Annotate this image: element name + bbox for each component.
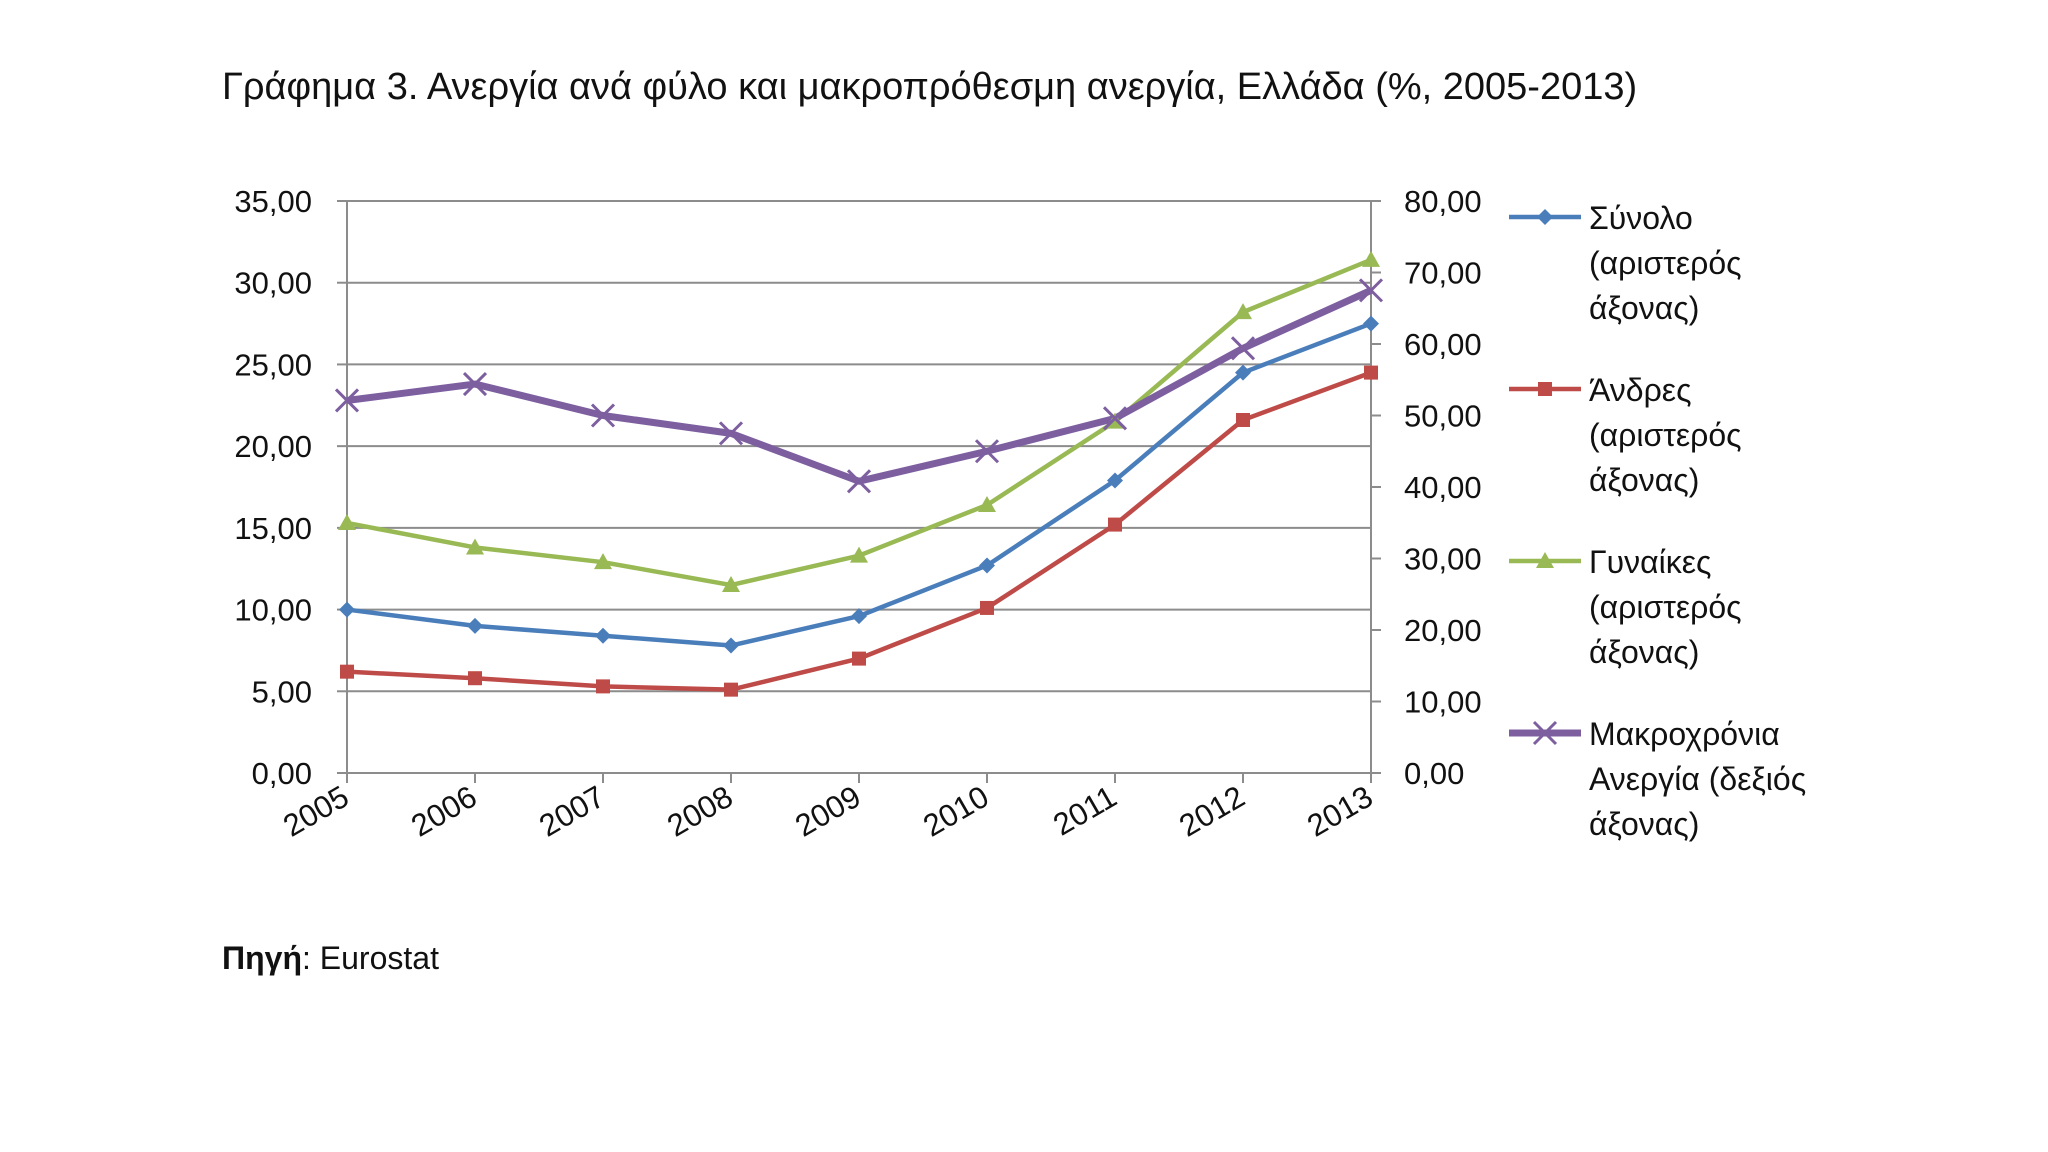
left-axis-tick-label: 35,00 — [234, 184, 312, 219]
data-point-x — [1358, 278, 1384, 303]
data-point-x — [974, 439, 1000, 464]
legend-marker — [1532, 720, 1558, 746]
data-point-square — [852, 651, 866, 666]
data-point-x — [1230, 336, 1256, 361]
x-axis-tick-label: 2008 — [661, 779, 738, 844]
series-line-2 — [346, 257, 1372, 588]
legend-marker — [1538, 382, 1552, 396]
legend-item: Σύνολο (αριστερός άξονας) — [1505, 196, 1925, 368]
series-lines — [346, 257, 1373, 692]
series-markers — [334, 250, 1384, 697]
x-axis-tick-label: 2007 — [533, 779, 610, 844]
data-point-diamond — [1363, 315, 1379, 332]
left-axis-tick-label: 15,00 — [234, 511, 312, 546]
legend-label: Μακροχρόνια Ανεργία (δεξιός άξονας) — [1589, 716, 1807, 842]
right-axis-tick-label: 50,00 — [1404, 399, 1482, 434]
series-line-3 — [346, 287, 1373, 485]
right-axis-tick-label: 20,00 — [1404, 613, 1482, 648]
data-point-triangle — [978, 495, 996, 512]
data-point-square — [724, 682, 738, 697]
data-point-x — [1102, 406, 1128, 431]
left-axis-tick-label: 25,00 — [234, 347, 312, 382]
data-point-x — [718, 421, 744, 446]
legend-swatch — [1509, 382, 1581, 396]
legend-swatch — [1509, 209, 1581, 225]
data-point-x — [846, 469, 872, 494]
data-point-diamond — [723, 637, 739, 654]
source-note: Πηγή: Eurostat — [222, 940, 439, 977]
series-line-1 — [346, 370, 1372, 692]
left-axis-tick-label: 10,00 — [234, 593, 312, 628]
data-point-square — [596, 679, 610, 694]
legend-item: Άνδρες (αριστερός άξονας) — [1505, 368, 1925, 540]
right-axis-tick-label: 30,00 — [1404, 542, 1482, 577]
legend-item: Γυναίκες (αριστερός άξονας) — [1505, 540, 1925, 712]
data-point-diamond — [595, 627, 611, 644]
data-point-diamond — [339, 601, 355, 618]
data-point-diamond — [467, 617, 483, 634]
source-label: Πηγή — [222, 940, 302, 976]
data-point-square — [468, 671, 482, 686]
data-point-diamond — [1107, 472, 1123, 489]
x-axis-tick-label: 2011 — [1047, 779, 1122, 843]
data-point-diamond — [851, 608, 867, 625]
x-axis-tick-label: 2009 — [789, 779, 866, 844]
data-point-triangle — [1362, 250, 1380, 267]
data-point-triangle — [850, 546, 868, 563]
x-axis-tick-label: 2013 — [1301, 779, 1378, 844]
legend-swatch — [1509, 552, 1581, 568]
legend-marker — [1536, 552, 1554, 568]
x-axis-tick-label: 2012 — [1173, 779, 1250, 844]
data-point-triangle — [594, 553, 612, 570]
x-axis-tick-label: 2006 — [405, 779, 482, 844]
data-point-x — [334, 388, 360, 413]
chart-title: Γράφημα 3. Ανεργία ανά φύλο και μακροπρό… — [222, 66, 1638, 108]
source-separator: : — [302, 940, 320, 976]
data-point-x — [462, 371, 488, 397]
data-point-triangle — [466, 538, 484, 555]
data-point-diamond — [1235, 364, 1251, 381]
data-point-triangle — [338, 513, 356, 530]
right-axis-tick-label: 60,00 — [1404, 327, 1482, 362]
axes — [337, 200, 1381, 783]
data-point-square — [1108, 517, 1122, 532]
data-point-square — [1236, 412, 1250, 427]
data-point-triangle — [722, 576, 740, 593]
legend-swatch — [1509, 720, 1581, 746]
legend-item: Μακροχρόνια Ανεργία (δεξιός άξονας) — [1505, 712, 1925, 884]
data-point-square — [980, 600, 994, 615]
data-point-x — [590, 403, 616, 428]
left-axis-tick-label: 5,00 — [252, 674, 312, 709]
data-point-diamond — [979, 557, 995, 574]
right-axis-tick-label: 70,00 — [1404, 256, 1482, 291]
data-point-square — [1364, 365, 1378, 380]
legend-label: Άνδρες (αριστερός άξονας) — [1589, 372, 1742, 498]
left-axis-tick-label: 30,00 — [234, 266, 312, 301]
source-value: Eurostat — [319, 940, 439, 976]
chart-legend: Σύνολο (αριστερός άξονας) Άνδρες (αριστερ… — [1505, 196, 1925, 884]
legend-marker — [1537, 209, 1553, 225]
left-axis-tick-label: 0,00 — [252, 756, 312, 791]
right-axis-tick-label: 0,00 — [1404, 756, 1464, 791]
right-axis-tick-label: 40,00 — [1404, 470, 1482, 505]
data-point-triangle — [1234, 303, 1252, 320]
legend-label: Γυναίκες (αριστερός άξονας) — [1589, 544, 1742, 670]
grid-lines — [347, 200, 1371, 774]
x-axis-tick-label: 2010 — [917, 779, 994, 844]
data-point-square — [340, 664, 354, 679]
right-axis-tick-label: 10,00 — [1404, 685, 1482, 720]
legend-label: Σύνολο (αριστερός άξονας) — [1589, 200, 1742, 326]
left-axis-tick-label: 20,00 — [234, 429, 312, 464]
right-axis-tick-label: 80,00 — [1404, 184, 1482, 219]
